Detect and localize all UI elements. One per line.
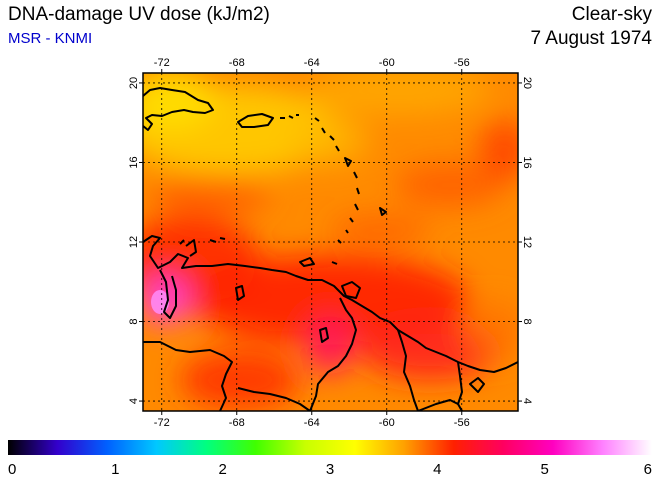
lon-tick-label-bottom: -60 xyxy=(379,417,395,429)
colorbar-tick-label: 6 xyxy=(644,461,652,478)
colorbar-labels: 0 1 2 3 4 5 6 xyxy=(8,461,652,478)
uv-field xyxy=(143,73,518,411)
lon-tick-label-top: -60 xyxy=(379,57,395,69)
lon-tick-label-top: -68 xyxy=(229,57,245,69)
lat-tick-label-left: 20 xyxy=(128,77,140,89)
lon-tick-label-bottom: -56 xyxy=(454,417,470,429)
lon-tick-label-top: -64 xyxy=(304,57,320,69)
lat-tick-label-right: 8 xyxy=(521,318,533,324)
lat-tick-label-right: 12 xyxy=(521,236,533,248)
lon-tick-label-bottom: -64 xyxy=(304,417,320,429)
colorbar-tick-label: 0 xyxy=(8,461,16,478)
colorbar-tick-label: 2 xyxy=(218,461,226,478)
lat-tick-label-right: 20 xyxy=(521,77,533,89)
lat-tick-label-right: 16 xyxy=(521,156,533,168)
sky-condition-label: Clear-sky xyxy=(571,4,652,25)
lon-tick-label-bottom: -72 xyxy=(154,417,170,429)
lon-tick-label-top: -56 xyxy=(454,57,470,69)
lon-tick-label-top: -72 xyxy=(154,57,170,69)
map-title: DNA-damage UV dose (kJ/m2) xyxy=(8,4,270,25)
graticule xyxy=(143,73,518,411)
colorbar-tick-label: 3 xyxy=(326,461,334,478)
lon-tick-label-bottom: -68 xyxy=(229,417,245,429)
lat-tick-label-left: 4 xyxy=(128,398,140,404)
colorbar xyxy=(8,440,652,455)
colorbar-tick-label: 5 xyxy=(540,461,548,478)
axis-ticks: -72 -72 -68 -68 -64 -64 -60 -60 -56 -56 4 4 8 8 12 12 16… xyxy=(128,57,533,429)
lat-tick-label-left: 12 xyxy=(128,236,140,248)
date-label: 7 August 1974 xyxy=(530,28,653,49)
lat-tick-label-left: 16 xyxy=(128,156,140,168)
lat-tick-label-right: 4 xyxy=(521,398,533,404)
colorbar-tick-label: 4 xyxy=(433,461,441,478)
source-label: MSR - KNMI xyxy=(8,30,93,47)
lat-tick-label-left: 8 xyxy=(128,318,140,324)
colorbar-tick-label: 1 xyxy=(111,461,119,478)
coastlines xyxy=(143,87,518,411)
